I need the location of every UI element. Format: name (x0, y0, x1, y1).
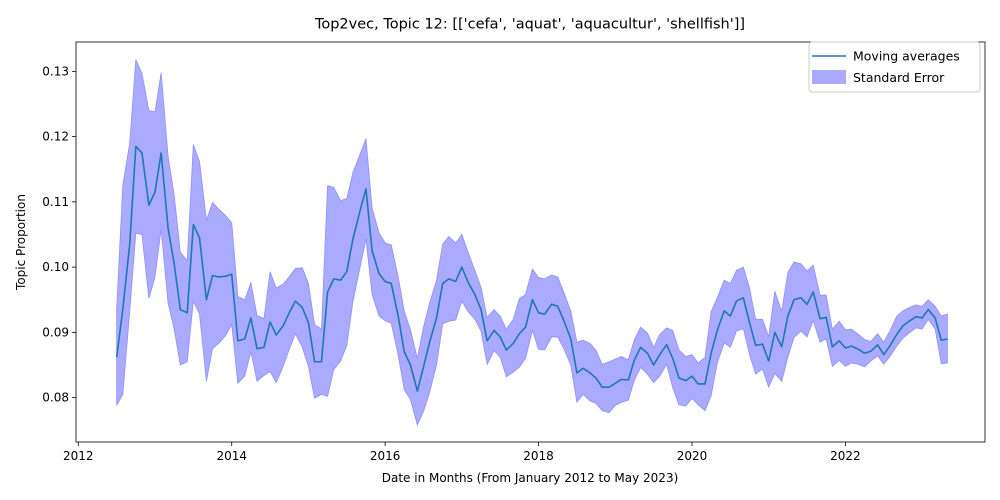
legend-label-standard-error: Standard Error (853, 70, 945, 85)
plot-frame (75, 41, 986, 443)
y-tick-label: 0.08 (42, 391, 69, 405)
x-axis: 2012 2014 2016 2018 2020 2022 (63, 442, 861, 463)
legend: Moving averages Standard Error (808, 41, 981, 93)
x-axis-label: Date in Months (From January 2012 to May… (382, 471, 679, 485)
moving-averages-line (115, 145, 948, 392)
y-tick-label: 0.11 (42, 195, 69, 209)
y-tick-label: 0.09 (42, 325, 69, 339)
y-axis: 0.08 0.09 0.10 0.11 0.12 0.13 (42, 64, 76, 405)
chart-title: Top2vec, Topic 12: [['cefa', 'aquat', 'a… (314, 17, 745, 33)
y-axis-label: Topic Proportion (14, 194, 28, 291)
y-tick-label: 0.12 (42, 130, 69, 144)
y-tick-label: 0.13 (42, 64, 69, 78)
x-tick-label: 2012 (63, 449, 94, 463)
x-tick-label: 2014 (216, 449, 247, 463)
legend-band-swatch (812, 70, 846, 84)
legend-box (808, 41, 981, 93)
y-tick-label: 0.10 (42, 260, 69, 274)
legend-label-moving-averages: Moving averages (853, 49, 960, 64)
x-tick-label: 2022 (830, 449, 861, 463)
x-tick-label: 2016 (370, 449, 401, 463)
plot-area (115, 59, 948, 427)
x-tick-label: 2018 (523, 449, 554, 463)
x-tick-label: 2020 (677, 449, 708, 463)
